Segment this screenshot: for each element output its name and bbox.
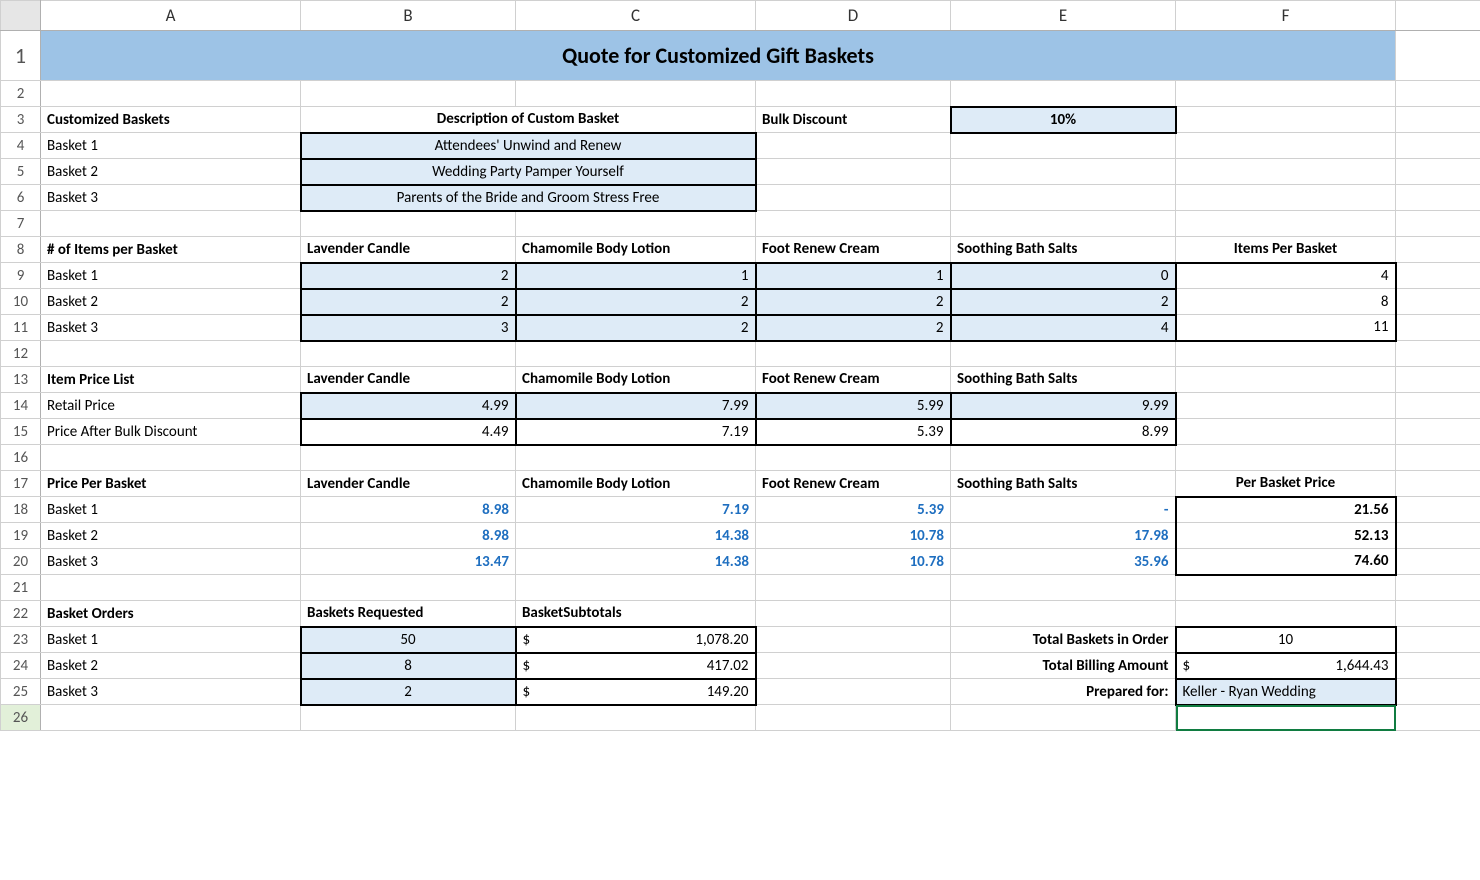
row-5[interactable]: 5 Basket 2 Wedding Party Pamper Yourself bbox=[1, 159, 1480, 185]
customized-baskets-header[interactable]: Customized Baskets bbox=[41, 107, 301, 133]
per-basket-price-header[interactable]: Per Basket Price bbox=[1176, 471, 1396, 497]
price-per-basket-header[interactable]: Price Per Basket bbox=[41, 471, 301, 497]
prepared-for-value[interactable]: Keller - Ryan Wedding bbox=[1176, 679, 1396, 705]
col-lavender[interactable]: Lavender Candle bbox=[301, 237, 516, 263]
baskets-requested-header[interactable]: Baskets Requested bbox=[301, 601, 516, 627]
row-header-3[interactable]: 3 bbox=[1, 107, 41, 133]
col-header-edge[interactable] bbox=[1396, 1, 1480, 31]
row-18[interactable]: 18 Basket 1 8.98 7.19 5.39 - 21.56 bbox=[1, 497, 1480, 523]
col-header-E[interactable]: E bbox=[951, 1, 1176, 31]
basket-subtotals-header[interactable]: BasketSubtotals bbox=[516, 601, 756, 627]
prepared-for-label[interactable]: Prepared for: bbox=[951, 679, 1176, 705]
active-cell-F26[interactable] bbox=[1176, 705, 1396, 731]
basket1-desc[interactable]: Attendees' Unwind and Renew bbox=[301, 133, 756, 159]
bulk-discount-label[interactable]: Bulk Discount bbox=[756, 107, 951, 133]
row-22[interactable]: 22 Basket Orders Baskets Requested Baske… bbox=[1, 601, 1480, 627]
row-23[interactable]: 23 Basket 1 50 $1,078.20 Total Baskets i… bbox=[1, 627, 1480, 653]
row-16[interactable]: 16 bbox=[1, 445, 1480, 471]
row-26[interactable]: 26 bbox=[1, 705, 1480, 731]
row-4[interactable]: 4 Basket 1 Attendees' Unwind and Renew bbox=[1, 133, 1480, 159]
basket-orders-header[interactable]: Basket Orders bbox=[41, 601, 301, 627]
row-header-2[interactable]: 2 bbox=[1, 81, 41, 107]
title-cell[interactable]: Quote for Customized Gift Baskets bbox=[41, 31, 1396, 81]
total-baskets-label[interactable]: Total Baskets in Order bbox=[951, 627, 1176, 653]
basket3-desc[interactable]: Parents of the Bride and Groom Stress Fr… bbox=[301, 185, 756, 211]
total-billing-value[interactable]: $1,644.43 bbox=[1176, 653, 1396, 679]
col-header-F[interactable]: F bbox=[1176, 1, 1396, 31]
spreadsheet: A B C D E F 1 Quote for Customized Gift … bbox=[0, 0, 1480, 880]
col-bathsalts[interactable]: Soothing Bath Salts bbox=[951, 237, 1176, 263]
basket2-name[interactable]: Basket 2 bbox=[41, 159, 301, 185]
cell[interactable] bbox=[1396, 31, 1480, 81]
col-chamomile[interactable]: Chamomile Body Lotion bbox=[516, 237, 756, 263]
row-header-1[interactable]: 1 bbox=[1, 31, 41, 81]
row-1[interactable]: 1 Quote for Customized Gift Baskets bbox=[1, 31, 1480, 81]
col-header-B[interactable]: B bbox=[301, 1, 516, 31]
item-price-list-header[interactable]: Item Price List bbox=[41, 367, 301, 393]
row-6[interactable]: 6 Basket 3 Parents of the Bride and Groo… bbox=[1, 185, 1480, 211]
total-baskets-value[interactable]: 10 bbox=[1176, 627, 1396, 653]
basket1-name[interactable]: Basket 1 bbox=[41, 133, 301, 159]
grid[interactable]: A B C D E F 1 Quote for Customized Gift … bbox=[0, 0, 1480, 731]
row-9[interactable]: 9 Basket 1 2 1 1 0 4 bbox=[1, 263, 1480, 289]
basket3-name[interactable]: Basket 3 bbox=[41, 185, 301, 211]
row-17[interactable]: 17 Price Per Basket Lavender Candle Cham… bbox=[1, 471, 1480, 497]
row-20[interactable]: 20 Basket 3 13.47 14.38 10.78 35.96 74.6… bbox=[1, 549, 1480, 575]
row-12[interactable]: 12 bbox=[1, 341, 1480, 367]
desc-header[interactable]: Description of Custom Basket bbox=[301, 107, 756, 133]
items-per-basket-header[interactable]: # of Items per Basket bbox=[41, 237, 301, 263]
row-19[interactable]: 19 Basket 2 8.98 14.38 10.78 17.98 52.13 bbox=[1, 523, 1480, 549]
basket2-desc[interactable]: Wedding Party Pamper Yourself bbox=[301, 159, 756, 185]
row-11[interactable]: 11 Basket 3 3 2 2 4 11 bbox=[1, 315, 1480, 341]
row-15[interactable]: 15 Price After Bulk Discount 4.49 7.19 5… bbox=[1, 419, 1480, 445]
col-footcream[interactable]: Foot Renew Cream bbox=[756, 237, 951, 263]
row-3[interactable]: 3 Customized Baskets Description of Cust… bbox=[1, 107, 1480, 133]
row-13[interactable]: 13 Item Price List Lavender Candle Chamo… bbox=[1, 367, 1480, 393]
total-billing-label[interactable]: Total Billing Amount bbox=[951, 653, 1176, 679]
row-2[interactable]: 2 bbox=[1, 81, 1480, 107]
row-8[interactable]: 8 # of Items per Basket Lavender Candle … bbox=[1, 237, 1480, 263]
row-25[interactable]: 25 Basket 3 2 $149.20 Prepared for: Kell… bbox=[1, 679, 1480, 705]
subtotal-3[interactable]: $149.20 bbox=[516, 679, 756, 705]
col-header-C[interactable]: C bbox=[516, 1, 756, 31]
row-21[interactable]: 21 bbox=[1, 575, 1480, 601]
retail-price-label[interactable]: Retail Price bbox=[41, 393, 301, 419]
row-header-26[interactable]: 26 bbox=[1, 705, 41, 731]
subtotal-1[interactable]: $1,078.20 bbox=[516, 627, 756, 653]
discount-price-label[interactable]: Price After Bulk Discount bbox=[41, 419, 301, 445]
row-24[interactable]: 24 Basket 2 8 $417.02 Total Billing Amou… bbox=[1, 653, 1480, 679]
row-14[interactable]: 14 Retail Price 4.99 7.99 5.99 9.99 bbox=[1, 393, 1480, 419]
row-7[interactable]: 7 bbox=[1, 211, 1480, 237]
select-all-corner[interactable] bbox=[1, 1, 41, 31]
bulk-discount-value[interactable]: 10% bbox=[951, 107, 1176, 133]
subtotal-2[interactable]: $417.02 bbox=[516, 653, 756, 679]
items-per-basket-sum-header[interactable]: Items Per Basket bbox=[1176, 237, 1396, 263]
col-header-D[interactable]: D bbox=[756, 1, 951, 31]
column-header-row[interactable]: A B C D E F bbox=[1, 1, 1480, 31]
col-header-A[interactable]: A bbox=[41, 1, 301, 31]
row-10[interactable]: 10 Basket 2 2 2 2 2 8 bbox=[1, 289, 1480, 315]
